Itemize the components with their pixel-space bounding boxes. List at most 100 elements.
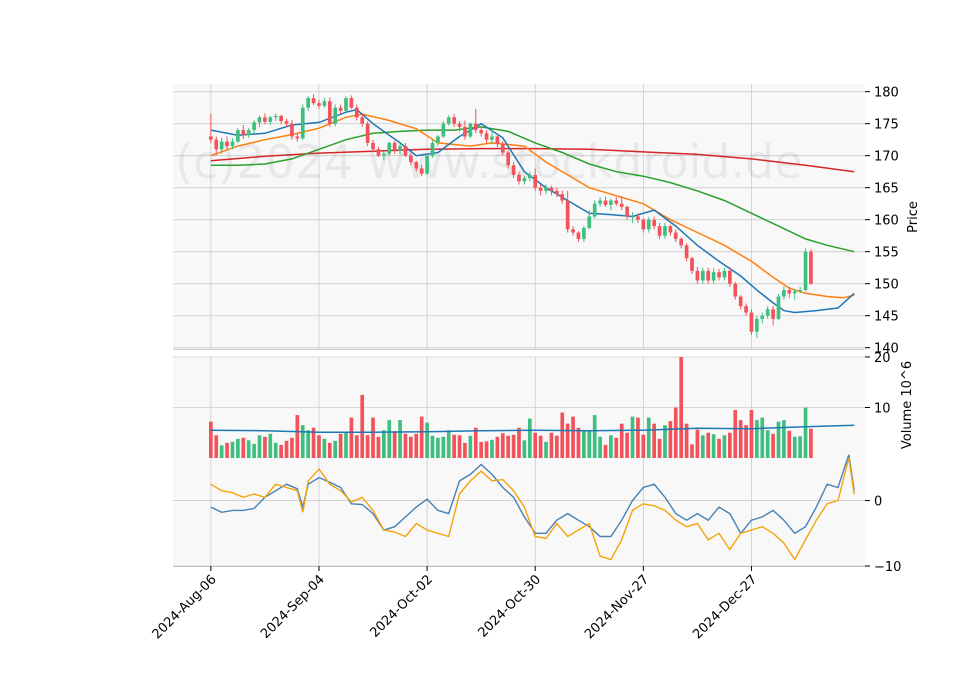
volume-bar-58 (522, 440, 527, 458)
candle-body-76 (619, 203, 624, 207)
candle-body-26 (349, 98, 354, 108)
candle-body-107 (787, 290, 792, 294)
volume-bar-80 (641, 434, 646, 458)
candle-body-15 (290, 123, 294, 137)
volume-bar-85 (668, 421, 673, 458)
volume-bar-75 (614, 437, 619, 458)
candle-body-79 (636, 216, 640, 220)
volume-bar-96 (728, 432, 732, 458)
volume-tick-label-0: 10 (874, 402, 891, 417)
candle-body-33 (387, 142, 392, 154)
candle-body-8 (252, 122, 256, 131)
candle-78 (630, 212, 635, 223)
price-tick-label-2: 150 (874, 278, 899, 293)
candle-body-111 (809, 251, 813, 284)
candle-36 (403, 142, 408, 157)
candle-body-78 (630, 216, 635, 218)
volume-bar-55 (506, 435, 511, 458)
candle-61 (538, 184, 543, 196)
candle-49 (473, 108, 478, 134)
candle-6 (241, 124, 246, 140)
price-tick-label-7: 175 (874, 118, 899, 133)
candle-92 (706, 267, 711, 284)
volume-bar-89 (690, 444, 694, 458)
candle-body-9 (257, 117, 262, 123)
candle-body-53 (495, 136, 500, 145)
candle-108 (792, 288, 797, 300)
candle-28 (360, 114, 365, 127)
candle-body-49 (473, 123, 478, 131)
candle-10 (263, 113, 267, 125)
volume-bar-5 (236, 438, 240, 458)
candle-47 (463, 120, 467, 140)
candlesticks (209, 94, 813, 339)
candle-body-105 (776, 296, 781, 319)
candle-72 (598, 197, 602, 207)
candle-body-25 (344, 98, 348, 111)
candle-8 (252, 120, 256, 134)
price-panel-background (173, 84, 865, 349)
volume-bar-104 (771, 433, 775, 458)
volume-bar-30 (371, 417, 375, 458)
candle-54 (500, 140, 505, 156)
candle-body-74 (609, 200, 613, 205)
date-tick-label-4: 2024-Nov-27 (582, 572, 652, 642)
candle-18 (306, 96, 310, 111)
volume-bar-76 (619, 423, 624, 458)
volume-bar-53 (495, 436, 500, 458)
candle-body-97 (733, 283, 738, 297)
candle-body-68 (576, 232, 581, 239)
volume-bar-32 (382, 430, 386, 458)
volume-bar-44 (446, 430, 451, 458)
candle-15 (290, 119, 294, 140)
candle-59 (527, 171, 532, 182)
candle-body-4 (230, 141, 235, 147)
candle-body-30 (371, 142, 375, 150)
volume-bar-23 (333, 440, 338, 458)
price-tick-label-5: 165 (874, 182, 899, 197)
volume-bar-98 (738, 420, 743, 458)
volume-bar-41 (430, 435, 435, 458)
candle-68 (576, 231, 581, 243)
volume-bar-65 (560, 412, 565, 458)
volume-bar-57 (517, 427, 521, 458)
candle-77 (625, 205, 629, 220)
volume-bar-54 (500, 433, 505, 458)
volume-bar-33 (387, 420, 392, 458)
price-tick-label-6: 170 (874, 150, 899, 165)
candle-20 (317, 100, 321, 109)
candle-53 (495, 133, 500, 148)
volume-bar-91 (700, 435, 705, 458)
oscillator-axis-ticks: −10 0 (865, 495, 901, 575)
date-tick-label-3: 2024-Oct-30 (476, 572, 544, 640)
candle-body-102 (760, 315, 765, 319)
volume-bar-107 (787, 430, 792, 458)
candle-body-100 (749, 312, 754, 332)
candle-11 (268, 116, 273, 125)
volume-bar-6 (241, 437, 246, 458)
candle-body-6 (241, 130, 246, 136)
volume-bar-36 (403, 433, 408, 458)
candle-body-62 (544, 187, 548, 191)
candle-body-7 (246, 130, 251, 136)
candle-body-50 (479, 130, 483, 134)
volume-bar-83 (657, 438, 662, 458)
candle-body-28 (360, 117, 365, 124)
candle-body-88 (684, 245, 689, 259)
candle-body-24 (338, 107, 343, 111)
candle-body-84 (663, 226, 667, 236)
candle-body-12 (273, 116, 278, 118)
candle-90 (695, 267, 700, 284)
candle-body-2 (219, 141, 224, 150)
volume-ma-line (210, 424, 855, 433)
candle-48 (468, 122, 473, 138)
volume-bar-100 (749, 410, 754, 458)
candle-body-101 (755, 318, 759, 332)
volume-bar-68 (576, 427, 581, 458)
volume-bar-19 (311, 427, 316, 458)
volume-bar-11 (268, 433, 273, 458)
candle-9 (257, 115, 262, 127)
candle-69 (582, 226, 586, 243)
candle-32 (382, 151, 386, 161)
